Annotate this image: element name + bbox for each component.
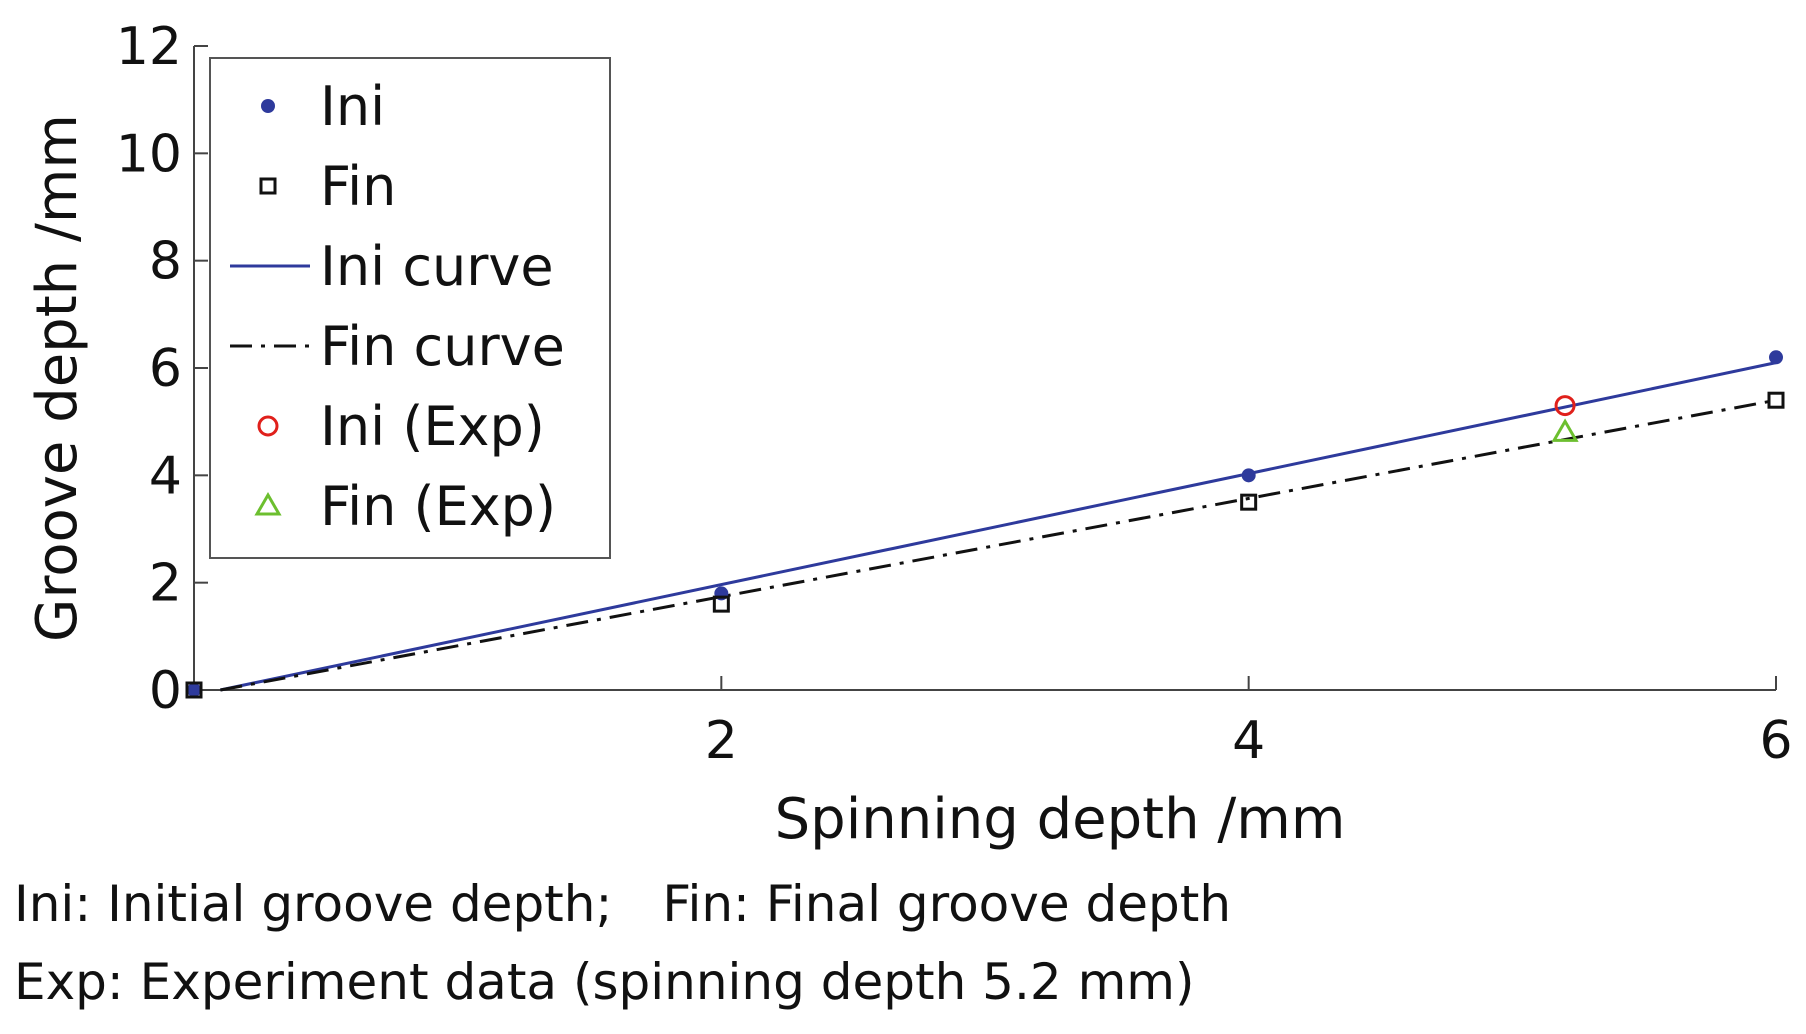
legend: Ini Fin Ini curve Fin curve Ini (Exp) Fin (Ex… xyxy=(209,57,611,559)
axes: 2 4 6 0 2 4 6 8 10 12 xyxy=(116,17,1793,771)
data-point-fin xyxy=(1767,391,1785,409)
data-point-fin xyxy=(712,595,730,613)
series-line-ini-curve xyxy=(220,361,1777,692)
y-tick-label: 4 xyxy=(149,446,182,506)
legend-definitions-line-2: Exp: Experiment data (spinning depth 5.2… xyxy=(14,954,1195,1010)
legend-symbol-ini xyxy=(261,99,275,113)
y-tick-label: 2 xyxy=(149,554,182,614)
legend-label-ini: Ini xyxy=(320,75,385,138)
y-tick-label: 6 xyxy=(149,339,182,399)
data-point-ini xyxy=(187,683,201,697)
y-tick-label: 8 xyxy=(149,232,182,292)
data-point-fin-exp xyxy=(1551,418,1579,442)
legend-box xyxy=(209,57,611,559)
data-point-ini xyxy=(1769,350,1783,365)
y-axis-label: Groove depth /mm xyxy=(25,114,90,642)
x-tick-label: 4 xyxy=(1232,711,1265,771)
legend-symbol-fin xyxy=(259,177,277,195)
data-point-ini xyxy=(1241,468,1256,483)
data-point-ini-exp xyxy=(1554,395,1576,417)
legend-definitions-line-1: Ini: Initial groove depth; Fin: Final gro… xyxy=(14,876,1231,932)
legend-label-fin-curve: Fin curve xyxy=(320,315,565,378)
y-tick-label: 12 xyxy=(116,17,182,77)
legend-label-fin: Fin xyxy=(320,155,396,218)
x-axis-label: Spinning depth /mm xyxy=(775,787,1346,852)
legend-symbol-ini-exp xyxy=(257,415,279,437)
legend-symbol-fin-exp xyxy=(254,492,282,516)
legend-label-fin-exp: Fin (Exp) xyxy=(320,475,556,538)
ini-definition: Ini: Initial groove depth; xyxy=(14,875,613,933)
y-tick-label: 10 xyxy=(116,124,182,184)
legend-label-ini-curve: Ini curve xyxy=(320,235,554,298)
fin-definition: Fin: Final groove depth xyxy=(662,875,1232,933)
plot-area xyxy=(185,350,1785,699)
y-tick-label: 0 xyxy=(149,661,182,721)
x-tick-label: 6 xyxy=(1759,711,1792,771)
data-point-fin xyxy=(1240,493,1258,511)
x-tick-label: 2 xyxy=(705,711,738,771)
exp-definition: Exp: Experiment data (spinning depth 5.2… xyxy=(14,953,1195,1011)
data-point-fin xyxy=(185,681,203,699)
legend-label-ini-exp: Ini (Exp) xyxy=(320,395,545,458)
